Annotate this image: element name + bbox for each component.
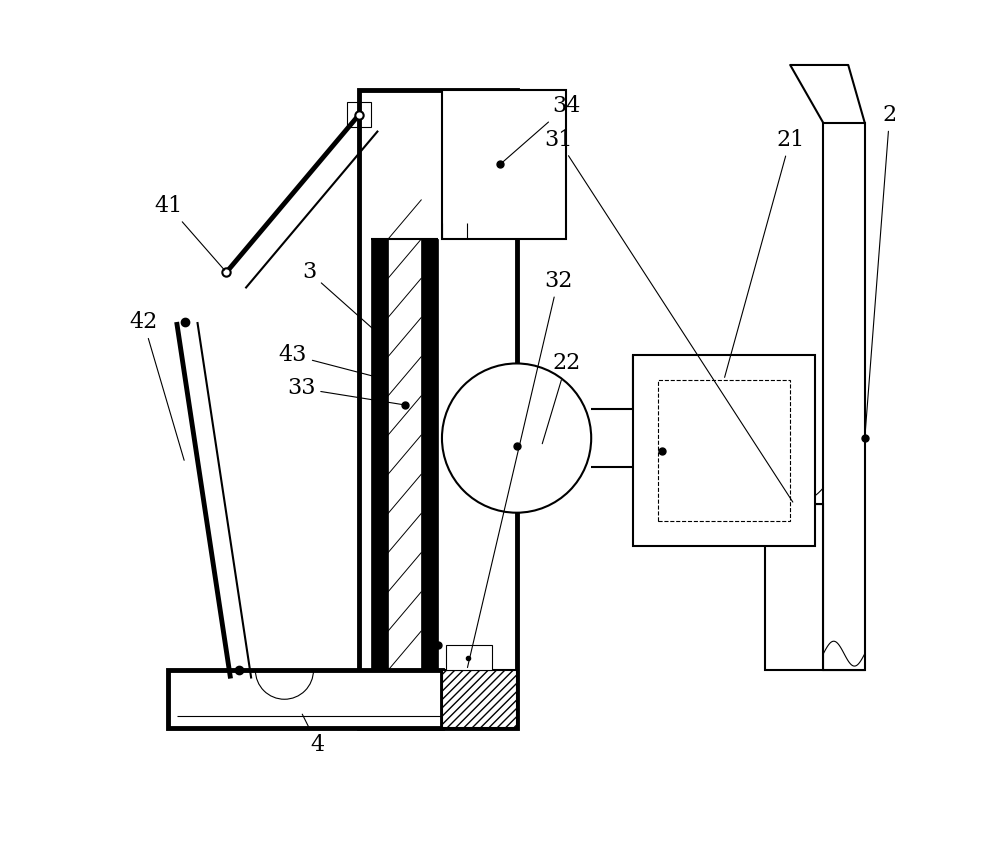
Text: 32: 32 [467,270,572,668]
Bar [168,670,442,728]
Text: 41: 41 [154,195,225,270]
Text: 43: 43 [279,344,385,379]
Text: 2: 2 [865,104,897,435]
Bar [765,504,823,670]
Text: 33: 33 [287,378,402,405]
Bar [442,670,517,728]
Bar [658,380,790,521]
Bar [823,123,865,670]
Bar [442,90,566,239]
Bar [633,355,815,546]
Text: 22: 22 [542,352,580,443]
Text: 4: 4 [302,714,325,756]
Bar [421,239,438,670]
Bar [359,90,517,728]
Bar [371,239,388,670]
Text: 21: 21 [725,129,804,378]
Text: 34: 34 [502,95,581,163]
Text: 3: 3 [302,261,382,336]
Text: 42: 42 [129,311,184,460]
Text: 31: 31 [544,129,793,502]
Bar [446,646,492,670]
Bar [347,102,371,127]
Circle shape [442,363,591,513]
